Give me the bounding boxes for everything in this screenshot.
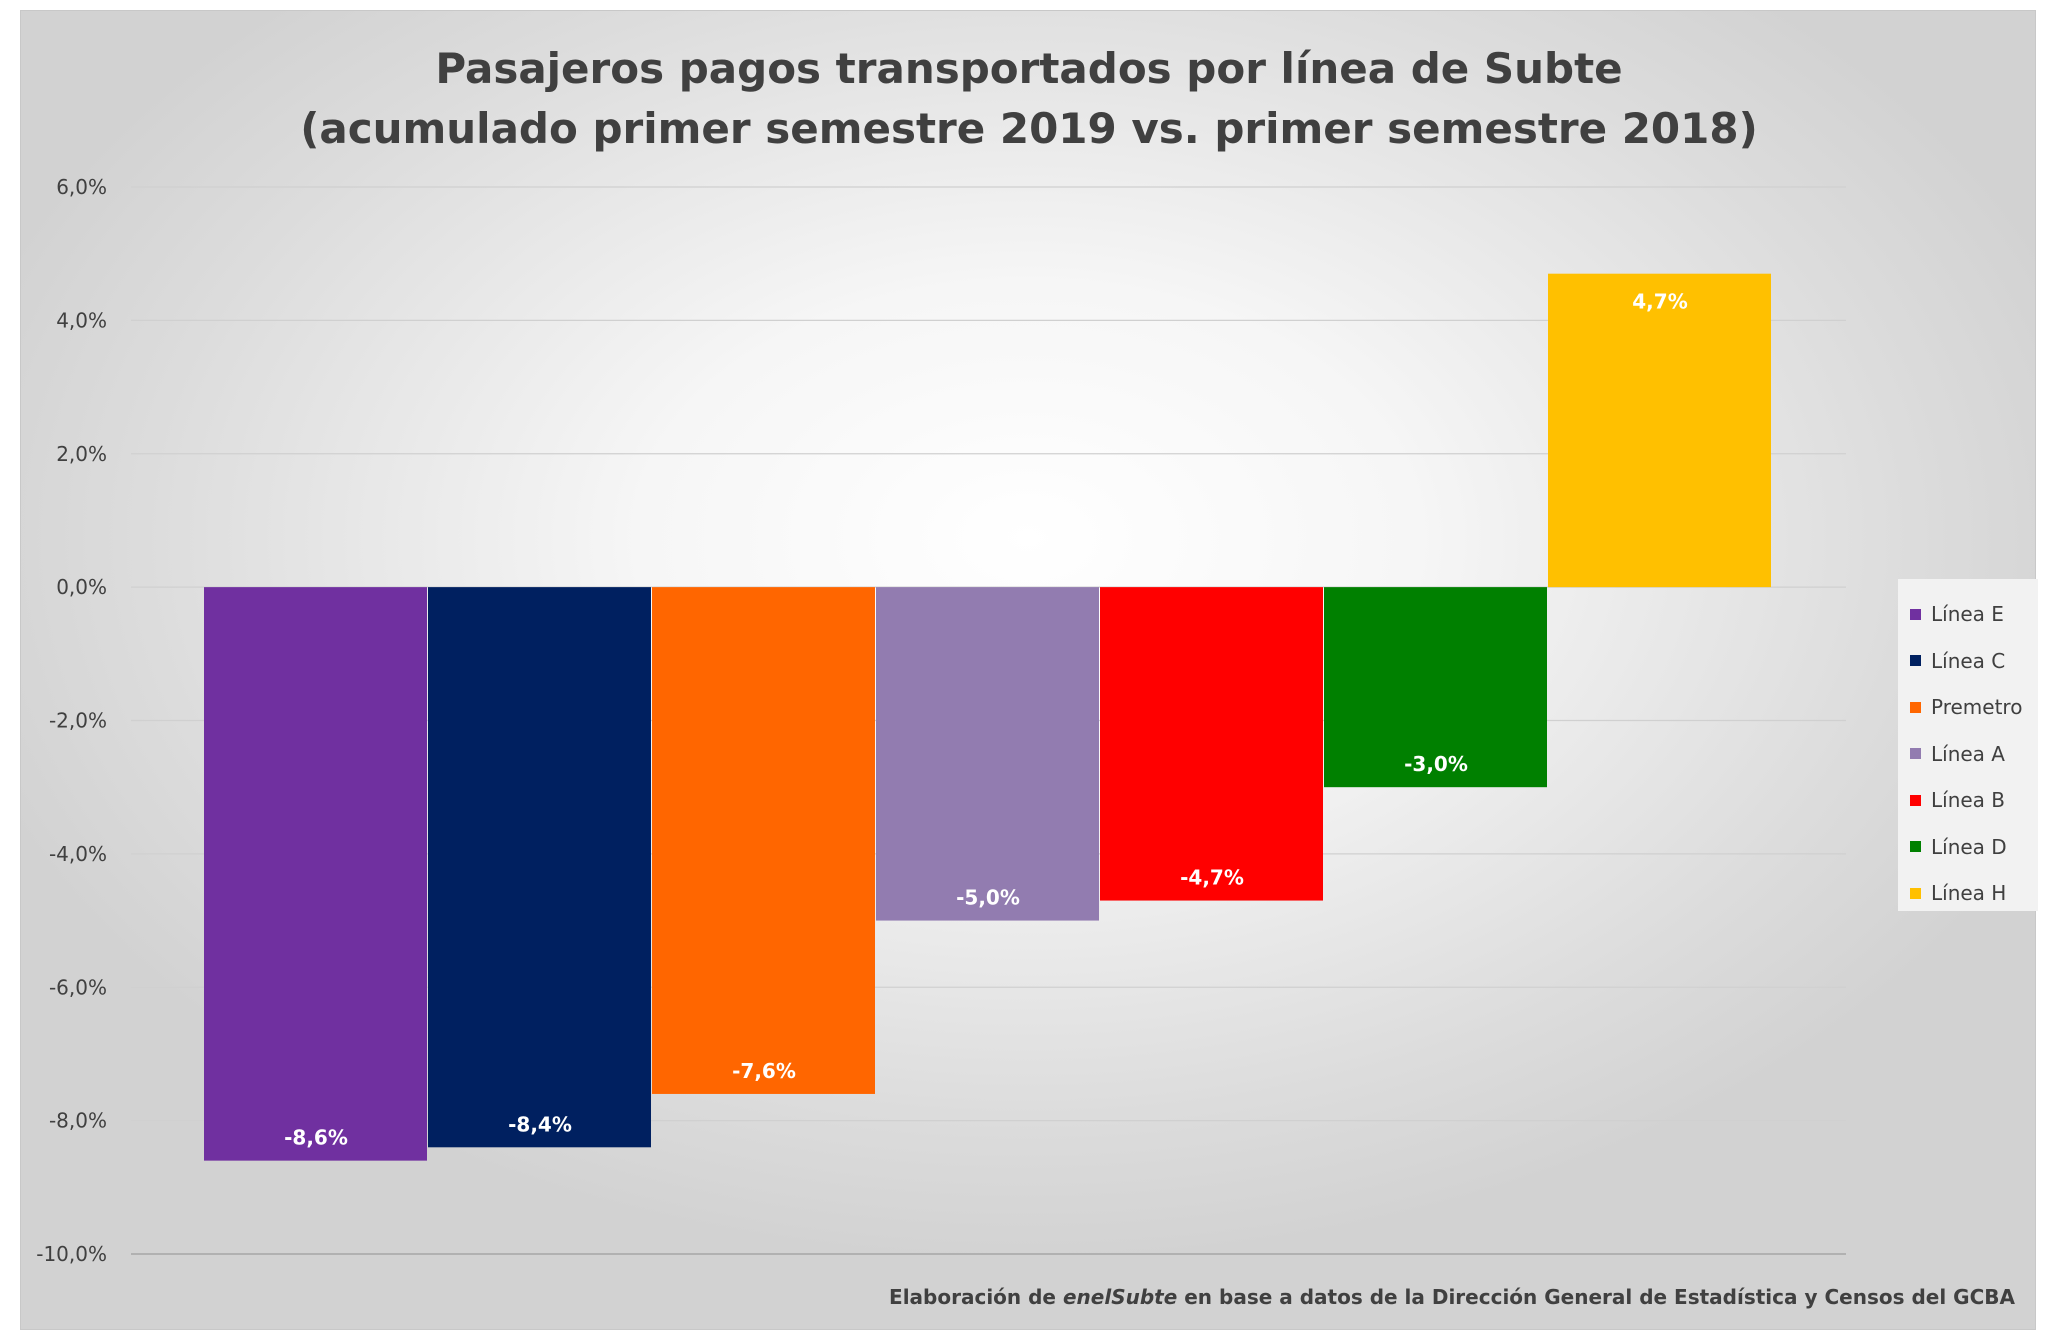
- legend-swatch: [1910, 748, 1921, 760]
- y-tick-label: 0,0%: [56, 575, 107, 599]
- chart-plot: 6,0% 4,0% 2,0% 0,0% -2,0% -4,0% -6,0% -8,0% -10,…: [36, 175, 1846, 1266]
- chart-title-line1: Pasajeros pagos transportados por línea …: [435, 44, 1623, 93]
- data-label: 4,7%: [1632, 290, 1687, 314]
- chart-title-line2: (acumulado primer semestre 2019 vs. prim…: [300, 104, 1758, 153]
- source-suffix: en base a datos de la Dirección General …: [1177, 1285, 2015, 1309]
- data-label: -3,0%: [1404, 752, 1468, 776]
- legend-label: Línea C: [1931, 648, 2006, 673]
- bar-l-nea-c: [428, 587, 651, 1148]
- bar-premetro: [652, 587, 875, 1094]
- source-emphasis: enelSubte: [1062, 1285, 1178, 1309]
- legend-swatch: [1910, 841, 1921, 853]
- legend-item: Línea A: [1898, 731, 2038, 778]
- legend-item: Línea D: [1898, 824, 2038, 871]
- legend-swatch: [1910, 655, 1921, 667]
- source-prefix: Elaboración de: [889, 1285, 1063, 1309]
- legend-label: Línea E: [1931, 602, 2004, 627]
- legend-swatch: [1910, 794, 1921, 806]
- legend-item: Línea C: [1898, 638, 2038, 685]
- bar-l-nea-a: [876, 587, 1099, 921]
- legend-swatch: [1910, 887, 1921, 899]
- legend-item: Línea H: [1898, 870, 2038, 917]
- legend-item: Línea E: [1898, 591, 2038, 638]
- legend-item: Premetro: [1898, 684, 2038, 731]
- y-tick-label: -4,0%: [49, 842, 107, 866]
- chart-frame: Pasajeros pagos transportados por línea …: [20, 10, 2038, 1330]
- y-tick-label: -6,0%: [49, 975, 107, 999]
- legend-swatch: [1910, 608, 1921, 620]
- source-note: Elaboración de enelSubte en base a datos…: [889, 1285, 2015, 1309]
- bar-l-nea-h: [1548, 273, 1771, 588]
- legend-label: Línea B: [1931, 788, 2006, 813]
- legend-label: Línea A: [1931, 741, 2005, 766]
- legend-label: Línea D: [1931, 834, 2007, 859]
- bar-l-nea-e: [204, 587, 427, 1161]
- legend-label: Premetro: [1931, 695, 2023, 720]
- bar-l-nea-b: [1100, 587, 1323, 901]
- y-tick-label: 2,0%: [56, 442, 107, 466]
- y-tick-label: -10,0%: [36, 1242, 107, 1266]
- y-tick-label: -8,0%: [49, 1109, 107, 1133]
- y-tick-label: -2,0%: [49, 709, 107, 733]
- legend: Línea E Línea C Premetro Línea A Línea B Líne…: [1898, 579, 2038, 911]
- bar-l-nea-d: [1324, 587, 1547, 788]
- data-label: -7,6%: [732, 1059, 796, 1083]
- data-label: -4,7%: [1180, 866, 1244, 890]
- data-label: -5,0%: [956, 886, 1020, 910]
- chart-title: Pasajeros pagos transportados por línea …: [21, 39, 2037, 159]
- y-tick-label: 4,0%: [56, 308, 107, 332]
- legend-label: Línea H: [1931, 881, 2007, 906]
- legend-item: Línea B: [1898, 777, 2038, 824]
- data-label: -8,4%: [508, 1112, 572, 1136]
- data-label: -8,6%: [284, 1126, 348, 1150]
- y-tick-label: 6,0%: [56, 175, 107, 199]
- legend-swatch: [1910, 701, 1921, 713]
